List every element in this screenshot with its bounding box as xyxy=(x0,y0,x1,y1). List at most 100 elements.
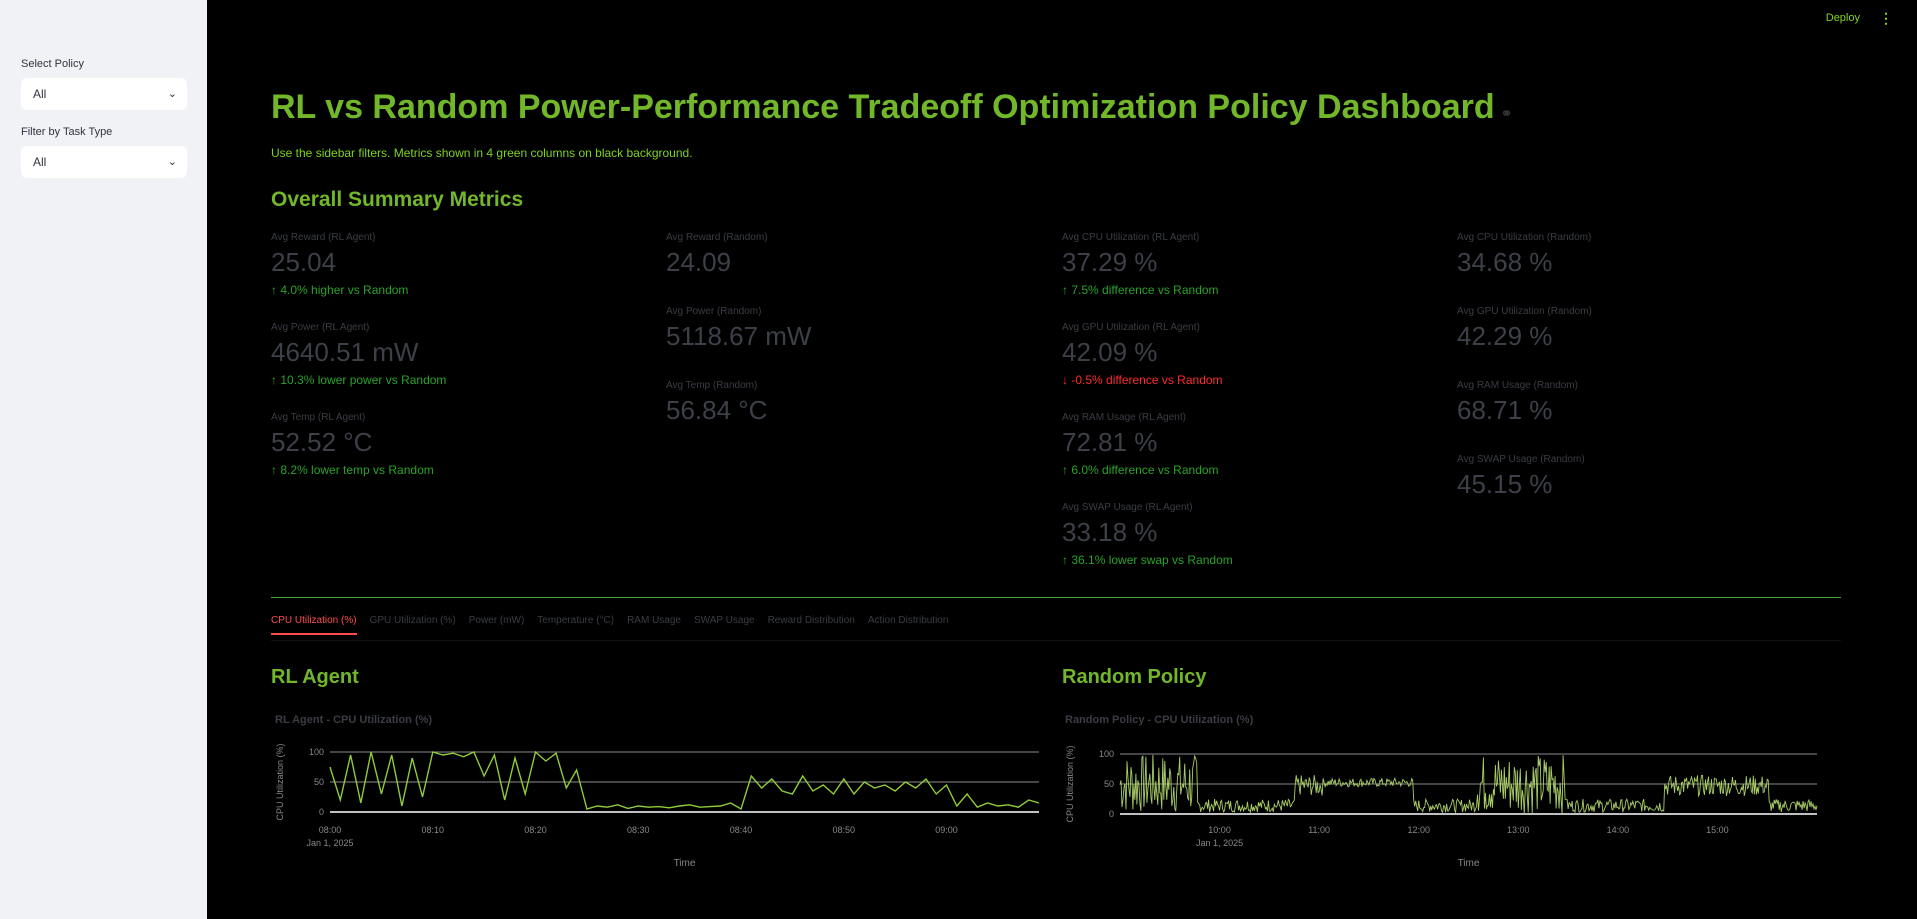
metric-label: Avg Temp (RL Agent) xyxy=(271,412,366,423)
task-type-select[interactable]: All ⌄ xyxy=(21,146,187,178)
x-tick-label: 08:00 xyxy=(319,825,342,835)
main-content: Deploy ⋮ RL vs Random Power-Performance … xyxy=(207,0,1917,919)
x-tick-label: 13:00 xyxy=(1507,825,1530,835)
x-tick-label: 08:10 xyxy=(421,825,444,835)
metric-value: 5118.67 mW xyxy=(666,321,812,351)
metric-value: 37.29 % xyxy=(1062,247,1158,277)
metric-label: Avg Reward (RL Agent) xyxy=(271,232,376,243)
metric-delta: ↑ 36.1% lower swap vs Random xyxy=(1062,553,1233,567)
tab-action-distribution[interactable]: Action Distribution xyxy=(867,615,949,626)
x-tick-label: 14:00 xyxy=(1607,825,1630,835)
arrow-up-icon: ↑ xyxy=(271,283,281,297)
metric-label: Avg GPU Utilization (RL Agent) xyxy=(1062,322,1200,333)
metric-card: Avg SWAP Usage (RL Agent) 33.18 % ↑ 36.1% … xyxy=(1062,502,1233,567)
metric-delta-text: 36.1% lower swap vs Random xyxy=(1071,553,1233,567)
metric-card: Avg SWAP Usage (Random) 45.15 % xyxy=(1457,454,1585,499)
tab-swap-usage[interactable]: SWAP Usage xyxy=(693,615,755,626)
x-tick-label: 08:50 xyxy=(833,825,856,835)
metric-delta: ↓ -0.5% difference vs Random xyxy=(1062,373,1223,387)
y-tick-label: 50 xyxy=(314,777,324,787)
x-axis-label: Time xyxy=(1458,858,1480,869)
metric-value: 72.81 % xyxy=(1062,427,1158,457)
metric-delta: ↑ 10.3% lower power vs Random xyxy=(271,373,446,387)
metric-value: 25.04 xyxy=(271,247,337,277)
metric-value: 52.52 °C xyxy=(271,427,373,457)
y-axis-label: CPU Utilization (%) xyxy=(1065,745,1075,822)
metric-card: Avg Temp (RL Agent) 52.52 °C ↑ 8.2% lower … xyxy=(271,412,434,477)
metric-label: Avg SWAP Usage (RL Agent) xyxy=(1062,502,1193,513)
x-axis-label: Time xyxy=(674,858,696,869)
tab-gpu-utilization[interactable]: GPU Utilization (%) xyxy=(369,615,456,626)
metric-card: Avg Reward (RL Agent) 25.04 ↑ 4.0% higher … xyxy=(271,232,408,297)
tab-reward-distribution[interactable]: Reward Distribution xyxy=(767,615,855,626)
arrow-up-icon: ↑ xyxy=(1062,463,1072,477)
metric-label: Avg Power (Random) xyxy=(666,306,762,317)
metric-delta-text: 6.0% difference vs Random xyxy=(1071,463,1219,477)
metric-delta: ↑ 4.0% higher vs Random xyxy=(271,283,408,297)
arrow-up-icon: ↑ xyxy=(1062,553,1072,567)
metric-label: Avg CPU Utilization (RL Agent) xyxy=(1062,232,1200,243)
x-tick-label: 08:40 xyxy=(730,825,753,835)
metric-card: Avg CPU Utilization (RL Agent) 37.29 % ↑ 7… xyxy=(1062,232,1219,297)
random-cpu-chart[interactable]: 0 50 100 CPU Utilization (%) Time 10:00 11:00 1… xyxy=(1061,730,1841,870)
metric-label: Avg SWAP Usage (Random) xyxy=(1457,454,1585,465)
metric-delta: ↑ 6.0% difference vs Random xyxy=(1062,463,1219,477)
arrow-up-icon: ↑ xyxy=(271,373,281,387)
x-tick-label: 08:30 xyxy=(627,825,650,835)
metric-value: 4640.51 mW xyxy=(271,337,419,367)
page-subtitle: Use the sidebar filters. Metrics shown i… xyxy=(271,146,693,160)
metric-value: 45.15 % xyxy=(1457,469,1553,499)
kebab-menu-icon[interactable]: ⋮ xyxy=(1879,10,1893,26)
policy-select[interactable]: All ⌄ xyxy=(21,78,187,110)
metric-delta: ↑ 7.5% difference vs Random xyxy=(1062,283,1219,297)
metric-value: 42.29 % xyxy=(1457,321,1553,351)
metric-value: 68.71 % xyxy=(1457,395,1553,425)
y-tick-label: 0 xyxy=(1109,809,1114,819)
metric-card: Avg CPU Utilization (Random) 34.68 % xyxy=(1457,232,1591,277)
tab-temperature[interactable]: Temperature (°C) xyxy=(537,615,615,626)
x-tick-label: 15:00 xyxy=(1706,825,1729,835)
deploy-button[interactable]: Deploy xyxy=(1825,12,1860,24)
random-policy-heading: Random Policy xyxy=(1062,666,1207,688)
metric-delta-text: 10.3% lower power vs Random xyxy=(280,373,447,387)
metric-value: 24.09 xyxy=(666,247,732,277)
y-tick-label: 100 xyxy=(1099,749,1114,759)
link-icon[interactable]: ⚭ xyxy=(1500,105,1513,121)
tab-ram-usage[interactable]: RAM Usage xyxy=(627,615,681,626)
metric-delta-text: -0.5% difference vs Random xyxy=(1071,373,1223,387)
policy-select-value: All xyxy=(33,87,47,101)
metric-delta-text: 7.5% difference vs Random xyxy=(1071,283,1219,297)
arrow-up-icon: ↑ xyxy=(1062,283,1072,297)
chevron-down-icon: ⌄ xyxy=(167,156,177,168)
metric-label: Avg Temp (Random) xyxy=(666,380,758,391)
cpu-series-line xyxy=(329,750,1040,811)
rl-cpu-chart[interactable]: 0 50 100 CPU Utilization (%) Time 08:00 08:10 0… xyxy=(271,730,1041,870)
metric-value: 34.68 % xyxy=(1457,247,1553,277)
metric-label: Avg RAM Usage (RL Agent) xyxy=(1062,412,1186,423)
tab-cpu-utilization[interactable]: CPU Utilization (%) xyxy=(271,615,357,635)
metric-delta: ↑ 8.2% lower temp vs Random xyxy=(271,463,434,477)
x-subtick-label: Jan 1, 2025 xyxy=(306,838,353,848)
rl-agent-heading: RL Agent xyxy=(271,666,359,688)
metric-card: Avg RAM Usage (RL Agent) 72.81 % ↑ 6.0% di… xyxy=(1062,412,1219,477)
divider xyxy=(271,597,1841,598)
task-type-select-value: All xyxy=(33,155,47,169)
metric-value: 56.84 °C xyxy=(666,395,768,425)
tab-power[interactable]: Power (mW) xyxy=(468,615,525,626)
y-tick-label: 100 xyxy=(309,747,324,757)
x-subtick-label: Jan 1, 2025 xyxy=(1196,838,1243,848)
metric-label: Avg Power (RL Agent) xyxy=(271,322,370,333)
y-tick-label: 0 xyxy=(319,807,324,817)
y-axis-label: CPU Utilization (%) xyxy=(275,743,285,820)
metric-card: Avg RAM Usage (Random) 68.71 % xyxy=(1457,380,1578,425)
metric-card: Avg Power (Random) 5118.67 mW xyxy=(666,306,811,351)
metric-value: 33.18 % xyxy=(1062,517,1158,547)
rl-chart-title: RL Agent - CPU Utilization (%) xyxy=(275,714,433,726)
chevron-down-icon: ⌄ xyxy=(167,88,177,100)
summary-title: Overall Summary Metrics xyxy=(271,188,524,211)
metric-card: Avg GPU Utilization (Random) 42.29 % xyxy=(1457,306,1592,351)
x-tick-label: 08:20 xyxy=(524,825,547,835)
tab-bar: CPU Utilization (%) GPU Utilization (%) … xyxy=(271,615,948,635)
y-tick-label: 50 xyxy=(1104,779,1114,789)
task-type-label: Filter by Task Type xyxy=(21,126,113,138)
